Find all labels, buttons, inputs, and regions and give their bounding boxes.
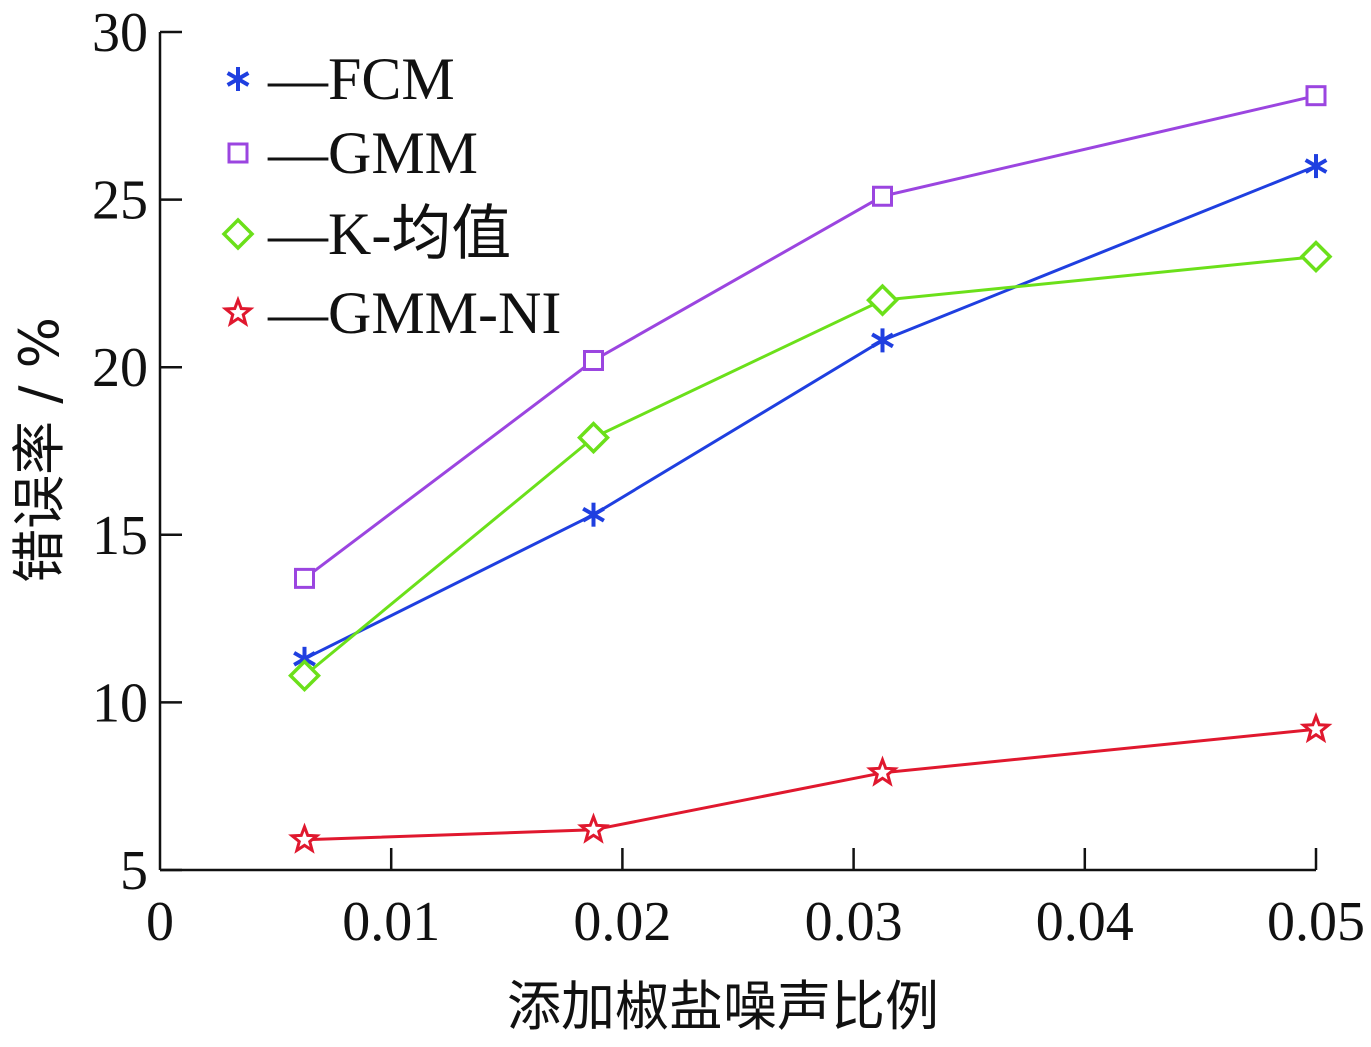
legend-label: —FCM (267, 46, 455, 112)
series-diamond (288, 240, 1333, 693)
series-line (303, 164, 1317, 661)
series-layer (288, 85, 1333, 854)
data-point-diamond (866, 283, 899, 317)
series-square (294, 85, 1327, 589)
y-tick-label: 10 (92, 672, 148, 734)
data-point-diamond (1299, 240, 1333, 274)
x-tick-label: 0.02 (573, 891, 671, 953)
series-line (303, 94, 1317, 580)
series-star (288, 711, 1333, 854)
x-tick-label: 0.03 (805, 891, 903, 953)
data-point-asterisk (582, 502, 605, 527)
data-point-asterisk (871, 328, 894, 353)
series-line (303, 255, 1317, 677)
legend-marker-star (221, 295, 255, 327)
legend-item: —GMM (227, 120, 478, 186)
legend-marker-asterisk (226, 67, 250, 91)
legend-label: —GMM-NI (267, 280, 561, 346)
y-ticks: 5 10 15 20 25 30 (92, 2, 182, 902)
series-line (304, 727, 1317, 842)
data-point-square (1305, 85, 1327, 107)
data-point-star (288, 822, 321, 854)
data-point-star (866, 755, 899, 787)
legend-item: —FCM (226, 46, 455, 112)
x-ticks: 0 0.01 0.02 0.03 0.04 0.05 (146, 848, 1365, 953)
y-tick-label: 30 (92, 2, 148, 64)
x-tick-label: 0.01 (342, 891, 440, 953)
data-point-square (583, 349, 604, 371)
legend: —FCM —GMM —K-均值 —GMM-NI (221, 46, 561, 346)
y-tick-label: 5 (120, 840, 148, 902)
y-tick-label: 25 (92, 170, 148, 232)
legend-item: —GMM-NI (221, 280, 561, 346)
data-point-diamond (577, 421, 610, 455)
data-point-square (294, 567, 315, 589)
legend-marker-square (227, 142, 249, 164)
y-axis-title: 错误率 / % (8, 317, 71, 583)
data-point-star (1299, 711, 1333, 744)
x-tick-label: 0.05 (1267, 891, 1365, 953)
data-point-asterisk (1304, 154, 1328, 179)
legend-label: —K-均值 (267, 201, 511, 267)
x-tick-label: 0 (146, 891, 174, 953)
x-axis-title: 添加椒盐噪声比例 (507, 975, 939, 1038)
legend-marker-diamond (221, 217, 255, 251)
x-tick-label: 0.04 (1036, 891, 1134, 953)
data-point-star (577, 812, 610, 844)
y-tick-label: 20 (92, 337, 148, 399)
legend-item: —K-均值 (221, 201, 511, 267)
data-point-diamond (288, 659, 321, 693)
y-tick-label: 15 (92, 505, 148, 567)
data-point-square (872, 185, 893, 207)
legend-label: —GMM (267, 120, 478, 186)
axes (158, 32, 1316, 872)
series-asterisk (293, 154, 1328, 671)
